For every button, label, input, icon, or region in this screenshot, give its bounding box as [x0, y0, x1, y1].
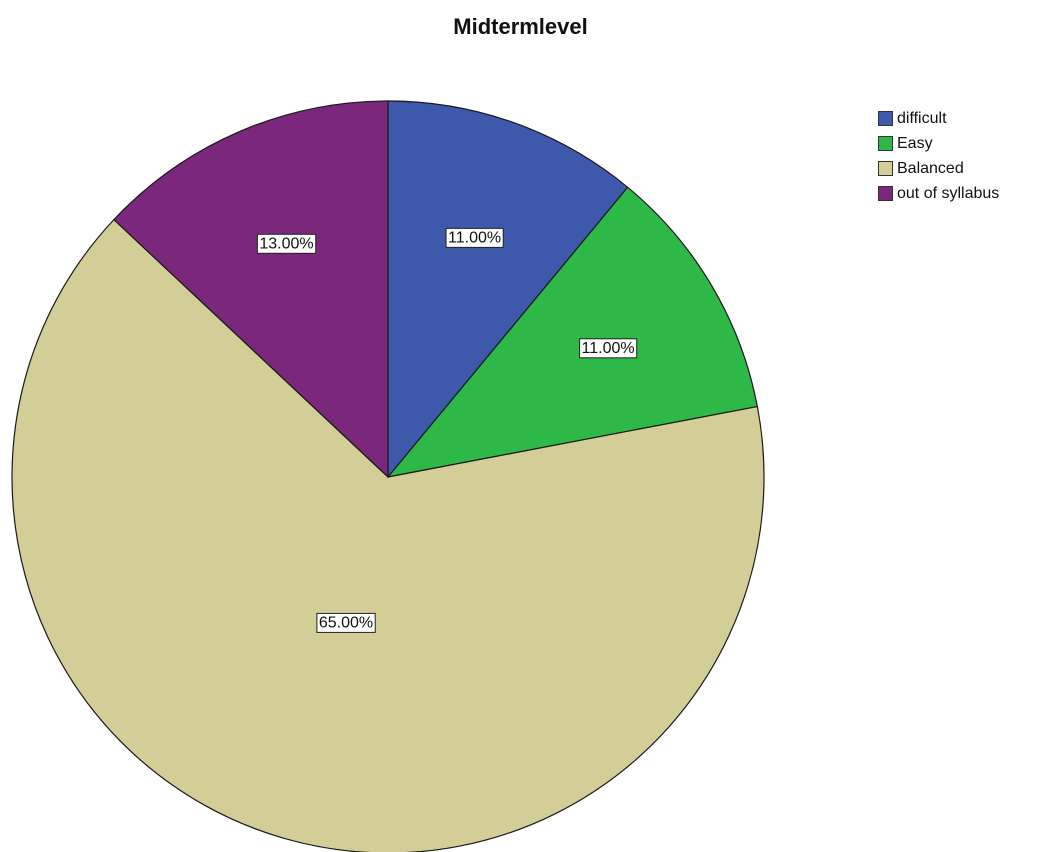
pie-slices — [11, 100, 765, 852]
legend: difficult Easy Balanced out of syllabus — [878, 106, 999, 206]
data-label-difficult: 11.00% — [445, 227, 504, 248]
legend-item-out-of-syllabus: out of syllabus — [878, 181, 999, 206]
legend-label: out of syllabus — [897, 184, 1000, 202]
legend-label: Easy — [897, 134, 933, 152]
legend-swatch — [878, 186, 893, 201]
data-label-text: 13.00% — [259, 235, 313, 252]
legend-label: difficult — [897, 109, 947, 127]
data-label-text: 65.00% — [319, 614, 373, 631]
legend-swatch — [878, 111, 893, 126]
data-label-out-of-syllabus: 13.00% — [256, 233, 317, 254]
pie-slice-out-of-syllabus — [113, 100, 389, 479]
data-label-easy: 11.00% — [579, 338, 638, 359]
data-label-text: 11.00% — [582, 340, 635, 357]
legend-label: Balanced — [897, 159, 964, 177]
pie-slice-easy — [386, 186, 759, 478]
pie-slice-balanced — [11, 218, 765, 852]
legend-item-easy: Easy — [878, 131, 999, 156]
chart-title: Midtermlevel — [453, 14, 588, 39]
pie-slice-difficult — [387, 100, 629, 479]
pie-data-labels: 11.00% 11.00% 65.00% 13.00% — [256, 227, 638, 633]
data-label-balanced: 65.00% — [316, 612, 376, 633]
data-label-text: 11.00% — [448, 229, 501, 246]
legend-swatch — [878, 161, 893, 176]
legend-item-balanced: Balanced — [878, 156, 999, 181]
legend-item-difficult: difficult — [878, 106, 999, 131]
legend-swatch — [878, 136, 893, 151]
